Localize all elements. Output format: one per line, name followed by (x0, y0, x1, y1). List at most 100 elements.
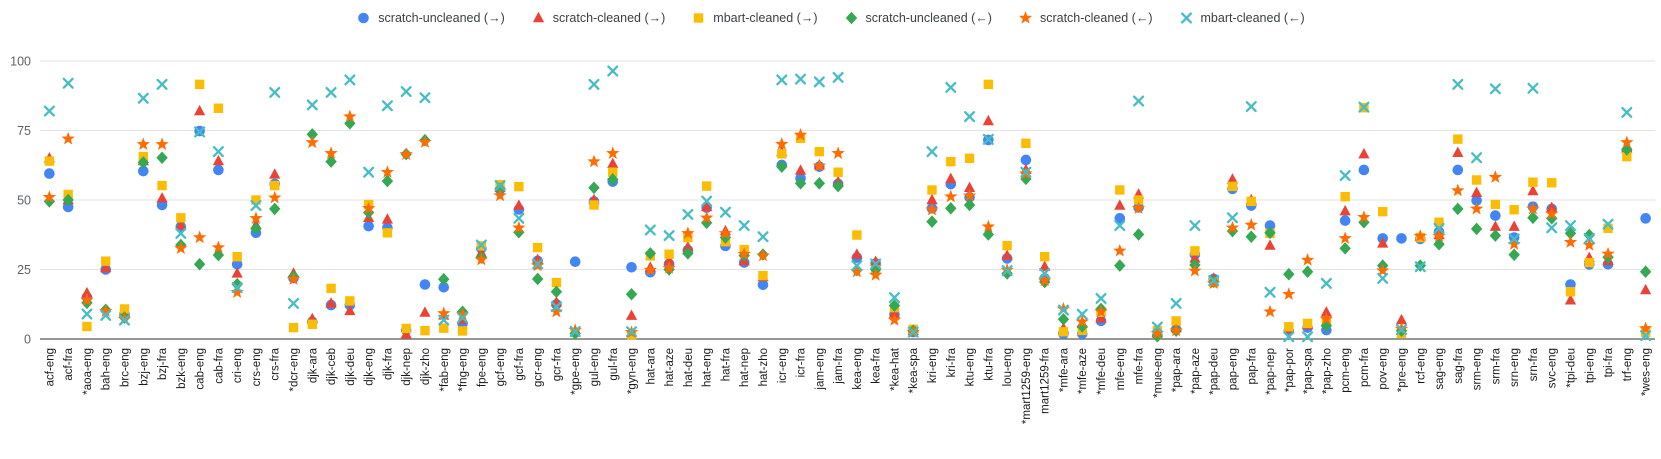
data-point[interactable] (963, 181, 976, 192)
data-point[interactable] (1283, 331, 1295, 343)
data-point[interactable] (683, 232, 693, 243)
data-point[interactable] (1300, 253, 1315, 266)
data-point[interactable] (1302, 318, 1313, 329)
data-point[interactable] (1602, 250, 1614, 264)
data-point[interactable] (194, 104, 206, 116)
data-point[interactable] (795, 133, 806, 143)
data-point[interactable] (1378, 206, 1388, 217)
data-point[interactable] (588, 78, 600, 90)
data-point[interactable] (700, 210, 714, 224)
data-point[interactable] (1320, 319, 1333, 332)
data-point[interactable] (174, 241, 188, 255)
data-point[interactable] (1056, 301, 1071, 315)
data-point[interactable] (1508, 248, 1520, 262)
data-point[interactable] (1263, 304, 1277, 318)
data-point[interactable] (269, 202, 281, 216)
data-point[interactable] (756, 248, 770, 262)
data-point[interactable] (1264, 239, 1276, 250)
data-point[interactable] (1622, 151, 1632, 162)
data-point[interactable] (833, 167, 843, 177)
data-point[interactable] (946, 156, 956, 167)
data-point[interactable] (1451, 183, 1465, 197)
data-point[interactable] (307, 319, 317, 329)
data-point[interactable] (1114, 199, 1126, 210)
data-point[interactable] (1133, 195, 1144, 205)
data-point[interactable] (1340, 191, 1350, 202)
data-point[interactable] (362, 206, 375, 219)
data-point[interactable] (1507, 237, 1521, 250)
data-point[interactable] (737, 247, 751, 260)
data-point[interactable] (456, 312, 469, 324)
data-point[interactable] (1563, 235, 1578, 248)
data-point[interactable] (1452, 164, 1464, 176)
data-point[interactable] (1639, 265, 1652, 279)
data-point[interactable] (644, 224, 656, 236)
data-point[interactable] (62, 201, 74, 213)
data-point[interactable] (326, 283, 336, 294)
data-point[interactable] (493, 188, 507, 202)
data-point[interactable] (156, 151, 168, 165)
data-point[interactable] (1546, 201, 1558, 212)
data-point[interactable] (1207, 276, 1221, 290)
data-point[interactable] (381, 100, 393, 112)
data-point[interactable] (587, 154, 601, 168)
data-point[interactable] (156, 78, 168, 90)
data-point[interactable] (192, 230, 207, 244)
data-point[interactable] (1039, 260, 1051, 271)
data-point[interactable] (1638, 321, 1653, 335)
data-point[interactable] (945, 202, 957, 215)
data-point[interactable] (1601, 246, 1615, 260)
data-point[interactable] (1169, 323, 1183, 337)
data-point[interactable] (381, 174, 394, 188)
data-point[interactable] (1132, 228, 1145, 241)
data-point[interactable] (231, 258, 243, 270)
data-point[interactable] (1358, 101, 1370, 113)
data-point[interactable] (1621, 143, 1633, 156)
data-point[interactable] (1057, 312, 1070, 326)
data-point[interactable] (926, 215, 938, 228)
data-point[interactable] (1339, 242, 1351, 255)
data-point[interactable] (927, 185, 937, 195)
data-point[interactable] (888, 307, 901, 318)
data-point[interactable] (43, 195, 56, 208)
data-point[interactable] (944, 189, 958, 203)
data-point[interactable] (1319, 311, 1334, 325)
data-point[interactable] (175, 227, 187, 239)
data-point[interactable] (1095, 312, 1107, 323)
data-point[interactable] (1452, 202, 1464, 216)
data-point[interactable] (194, 79, 205, 90)
data-point[interactable] (268, 190, 282, 204)
data-point[interactable] (230, 285, 244, 298)
data-point[interactable] (400, 86, 412, 98)
data-point[interactable] (682, 247, 694, 260)
data-point[interactable] (325, 86, 337, 98)
data-point[interactable] (361, 201, 376, 214)
data-point[interactable] (1150, 326, 1165, 340)
data-point[interactable] (945, 172, 957, 184)
data-point[interactable] (1226, 173, 1239, 184)
data-point[interactable] (1113, 243, 1127, 257)
data-point[interactable] (832, 179, 844, 193)
data-point[interactable] (1489, 220, 1501, 231)
data-point[interactable] (850, 264, 864, 278)
data-point[interactable] (1527, 211, 1539, 225)
data-point[interactable] (1488, 170, 1503, 183)
data-point[interactable] (305, 135, 319, 149)
data-point[interactable] (100, 309, 112, 321)
data-point[interactable] (719, 206, 731, 218)
data-point[interactable] (136, 137, 150, 151)
data-point[interactable] (1020, 154, 1032, 166)
data-point[interactable] (1226, 224, 1239, 238)
data-point[interactable] (117, 311, 132, 325)
data-point[interactable] (814, 146, 825, 157)
data-point[interactable] (1395, 313, 1408, 325)
data-point[interactable] (851, 260, 863, 272)
data-point[interactable] (607, 157, 619, 169)
data-point[interactable] (101, 256, 111, 266)
data-point[interactable] (1621, 106, 1633, 118)
data-point[interactable] (701, 181, 712, 191)
data-point[interactable] (1170, 297, 1182, 309)
data-point[interactable] (1582, 238, 1596, 251)
data-point[interactable] (231, 277, 243, 291)
